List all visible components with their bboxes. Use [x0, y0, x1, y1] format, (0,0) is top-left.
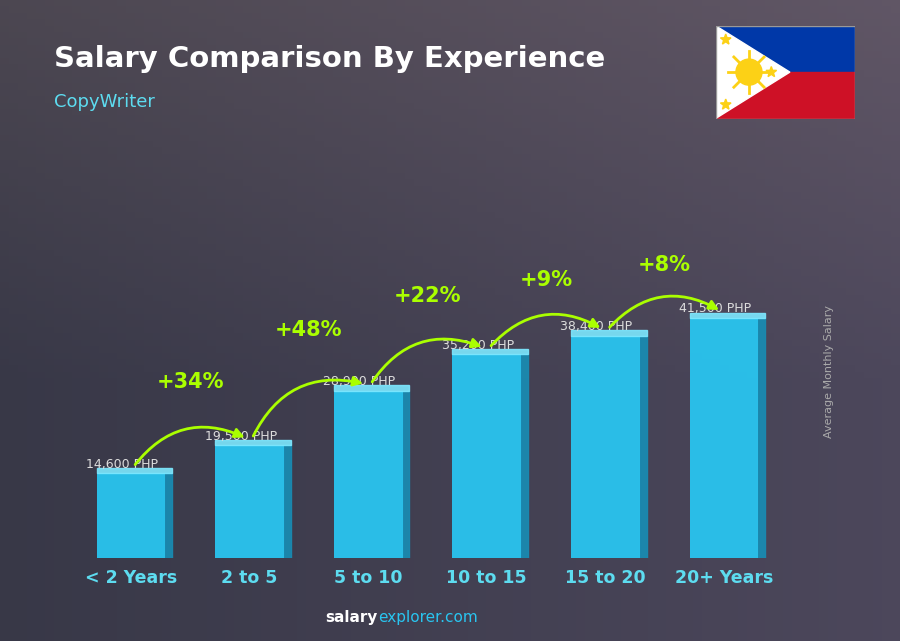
Bar — [521, 354, 528, 558]
Text: 28,900 PHP: 28,900 PHP — [323, 375, 395, 388]
Bar — [334, 390, 402, 558]
Circle shape — [736, 59, 762, 85]
Text: Salary Comparison By Experience: Salary Comparison By Experience — [54, 45, 605, 73]
Bar — [96, 468, 172, 473]
Text: CopyWriter: CopyWriter — [54, 93, 155, 111]
Text: +8%: +8% — [638, 254, 691, 274]
Bar — [215, 445, 284, 558]
Text: +34%: +34% — [157, 372, 224, 392]
Polygon shape — [716, 26, 790, 119]
Bar — [334, 385, 410, 390]
Bar — [571, 336, 640, 558]
Bar — [453, 349, 528, 354]
Bar — [689, 318, 759, 558]
Bar — [166, 473, 172, 558]
Bar — [96, 473, 166, 558]
Bar — [689, 313, 765, 318]
Bar — [716, 26, 855, 72]
Text: Average Monthly Salary: Average Monthly Salary — [824, 305, 833, 438]
Bar — [716, 72, 855, 119]
Text: 41,500 PHP: 41,500 PHP — [679, 303, 751, 315]
Text: +22%: +22% — [393, 287, 461, 306]
Bar — [571, 331, 646, 336]
Polygon shape — [766, 67, 777, 77]
Text: 38,400 PHP: 38,400 PHP — [561, 320, 633, 333]
Bar — [759, 318, 765, 558]
Polygon shape — [720, 34, 731, 44]
Text: 14,600 PHP: 14,600 PHP — [86, 458, 158, 471]
Text: 35,200 PHP: 35,200 PHP — [442, 339, 514, 352]
Text: salary: salary — [326, 610, 378, 625]
Text: 19,500 PHP: 19,500 PHP — [204, 429, 276, 442]
Bar — [453, 354, 521, 558]
Text: +9%: +9% — [519, 270, 572, 290]
Bar — [640, 336, 646, 558]
Bar — [215, 440, 291, 445]
Bar — [402, 390, 410, 558]
Bar — [284, 445, 291, 558]
Text: explorer.com: explorer.com — [378, 610, 478, 625]
Polygon shape — [720, 99, 731, 109]
Text: +48%: +48% — [275, 320, 343, 340]
